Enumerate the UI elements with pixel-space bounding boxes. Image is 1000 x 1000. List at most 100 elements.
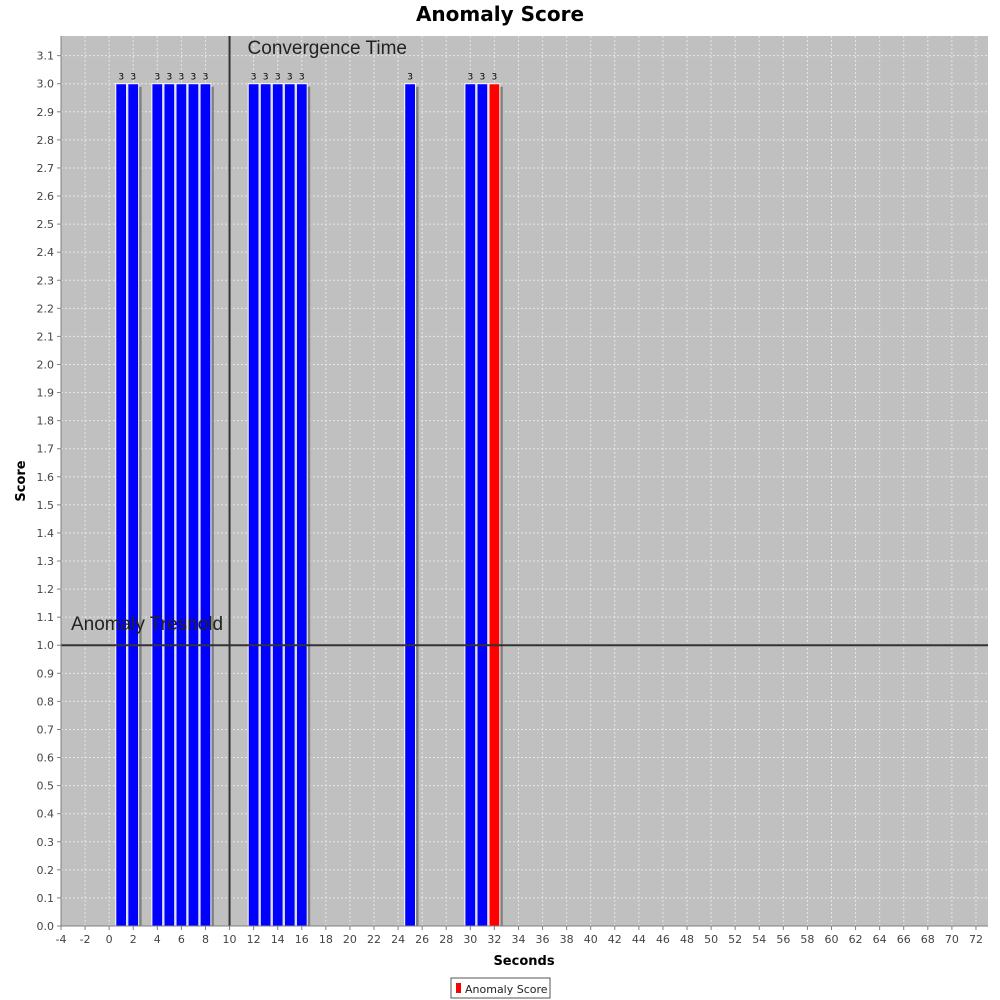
x-tick-label: 68 (921, 933, 935, 946)
bar-value-label: 3 (154, 73, 160, 83)
x-tick-label: 22 (367, 933, 381, 946)
y-tick-label: 3.0 (37, 78, 55, 91)
bar-value-label: 3 (275, 73, 281, 83)
x-tick-label: 54 (752, 933, 766, 946)
x-tick-label: 46 (656, 933, 670, 946)
bar (247, 83, 260, 927)
x-tick-label: 72 (969, 933, 983, 946)
bar (271, 83, 284, 927)
y-tick-label: 2.3 (37, 274, 55, 287)
x-tick-label: 60 (824, 933, 838, 946)
y-tick-label: 1.8 (37, 415, 55, 428)
y-tick-label: 2.4 (37, 246, 55, 259)
y-tick-label: 1.0 (37, 639, 55, 652)
y-tick-label: 2.1 (37, 330, 55, 343)
bar (187, 83, 200, 927)
x-tick-label: 52 (728, 933, 742, 946)
y-tick-label: 0.3 (37, 836, 55, 849)
x-tick-label: 58 (800, 933, 814, 946)
bar (127, 83, 140, 927)
legend-label: Anomaly Score (465, 983, 548, 996)
bar-value-label: 3 (407, 73, 413, 83)
x-tick-label: 28 (439, 933, 453, 946)
bar-value-label: 3 (467, 73, 473, 83)
y-tick-label: 0.9 (37, 667, 55, 680)
y-tick-label: 0.4 (37, 808, 55, 821)
x-tick-label: 40 (584, 933, 598, 946)
marker-lines: Convergence Time Anomaly Tresnold (61, 36, 988, 926)
x-tick-label: 64 (873, 933, 887, 946)
y-tick-label: 0.2 (37, 864, 55, 877)
bar-value-label: 3 (166, 73, 172, 83)
x-tick-label: 2 (130, 933, 137, 946)
x-tick-label: 38 (560, 933, 574, 946)
bar-value-label: 3 (251, 73, 257, 83)
x-tick-label: 20 (343, 933, 357, 946)
y-tick-label: 2.8 (37, 134, 55, 147)
bar-value-label: 3 (287, 73, 293, 83)
x-axis-label: Seconds (493, 954, 554, 969)
bar (151, 83, 164, 927)
x-tick-label: 4 (154, 933, 161, 946)
x-tick-label: 12 (247, 933, 261, 946)
bar-value-label: 3 (492, 73, 498, 83)
y-tick-label: 1.9 (37, 387, 55, 400)
x-tick-label: 6 (178, 933, 185, 946)
x-tick-label: 8 (202, 933, 209, 946)
bar (488, 83, 501, 927)
x-tick-label: 30 (463, 933, 477, 946)
x-tick-label: 14 (271, 933, 285, 946)
y-tick-label: 1.3 (37, 555, 55, 568)
x-tick-label: -2 (80, 933, 91, 946)
y-tick-label: 0.1 (37, 892, 55, 905)
x-tick-label: 26 (415, 933, 429, 946)
bar (175, 83, 188, 927)
bar-value-label: 3 (191, 73, 197, 83)
bar (464, 83, 477, 927)
x-tick-label: 62 (849, 933, 863, 946)
y-tick-label: 2.9 (37, 106, 55, 119)
bar-value-label: 3 (203, 73, 209, 83)
y-tick-label: 2.2 (37, 302, 55, 315)
plot-area (61, 36, 988, 926)
x-tick-label: 10 (223, 933, 237, 946)
x-tick-label: 36 (536, 933, 550, 946)
axes: -4 -2 0 2 4 6 8 10 12 14 16 18 20 22 24 26 28 30 32 34 36 38 4… (37, 36, 988, 946)
x-tick-label: 24 (391, 933, 405, 946)
y-tick-label: 0.8 (37, 695, 55, 708)
y-tick-label: 1.2 (37, 583, 55, 596)
chart-title: Anomaly Score (416, 2, 584, 26)
bar (199, 83, 212, 927)
x-tick-label: 18 (319, 933, 333, 946)
x-tick-label: 42 (608, 933, 622, 946)
y-tick-label: 1.4 (37, 527, 55, 540)
x-tick-label: 44 (632, 933, 646, 946)
x-tick-label: 32 (487, 933, 501, 946)
bar (404, 83, 417, 927)
y-tick-label: 2.5 (37, 218, 55, 231)
y-tick-label: 0.0 (37, 920, 55, 933)
bar-value-label: 3 (118, 73, 124, 83)
legend-box (450, 977, 551, 999)
bar-value-label: 3 (299, 73, 305, 83)
convergence-time-label: Convergence Time (248, 38, 407, 59)
x-tick-label: 16 (295, 933, 309, 946)
y-tick-label: 1.7 (37, 443, 55, 456)
bar (163, 83, 176, 927)
x-tick-label: 0 (106, 933, 113, 946)
y-tick-label: 0.5 (37, 780, 55, 793)
x-tick-label: 66 (897, 933, 911, 946)
x-tick-label: 56 (776, 933, 790, 946)
y-tick-label: 1.1 (37, 611, 55, 624)
anomaly-threshold-label: Anomaly Tresnold (71, 614, 223, 635)
x-tick-label: 50 (704, 933, 718, 946)
y-tick-label: 1.5 (37, 499, 55, 512)
y-tick-label: 0.6 (37, 752, 55, 765)
y-tick-label: 3.1 (37, 50, 55, 63)
y-axis-label: Score (14, 460, 29, 501)
legend-swatch (456, 983, 461, 993)
bar-value-label: 3 (479, 73, 485, 83)
bar-value-label: 3 (130, 73, 136, 83)
y-tick-label: 2.7 (37, 162, 55, 175)
